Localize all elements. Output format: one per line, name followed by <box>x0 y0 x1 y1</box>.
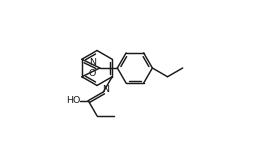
Text: N: N <box>89 58 96 67</box>
Text: N: N <box>102 85 109 94</box>
Text: O: O <box>89 69 96 78</box>
Text: HO: HO <box>66 96 80 105</box>
